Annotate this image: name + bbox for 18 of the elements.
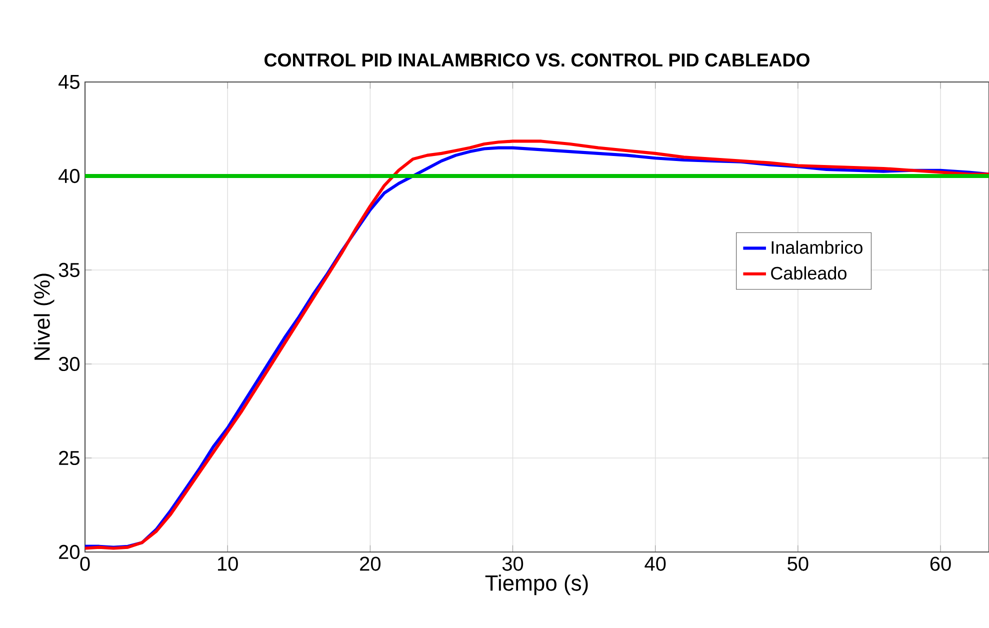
y-tick-label: 40	[58, 168, 80, 184]
legend-label: Inalambrico	[772, 240, 862, 254]
x-tick-label: 0	[80, 556, 90, 571]
y-tick-label: 35	[58, 262, 80, 278]
y-tick-label: 30	[58, 356, 80, 372]
y-tick-label: 45	[58, 75, 80, 89]
x-tick-label: 10	[218, 556, 238, 571]
x-tick-label: 60	[930, 556, 951, 571]
y-axis-title: Nivel (%)	[34, 274, 54, 360]
x-tick-label: 20	[360, 556, 381, 571]
chart-title: CONTROL PID INALAMBRICO VS. CONTROL PID CABLEADO	[264, 53, 810, 67]
x-tick-label: 50	[788, 556, 808, 571]
x-tick-label: 40	[644, 556, 666, 571]
x-axis-title: Tiempo (s)	[485, 574, 588, 596]
y-tick-label: 25	[59, 450, 80, 466]
legend-label: Cableado	[771, 266, 846, 280]
y-tick-label: 20	[59, 544, 80, 560]
x-tick-label: 30	[502, 556, 524, 571]
